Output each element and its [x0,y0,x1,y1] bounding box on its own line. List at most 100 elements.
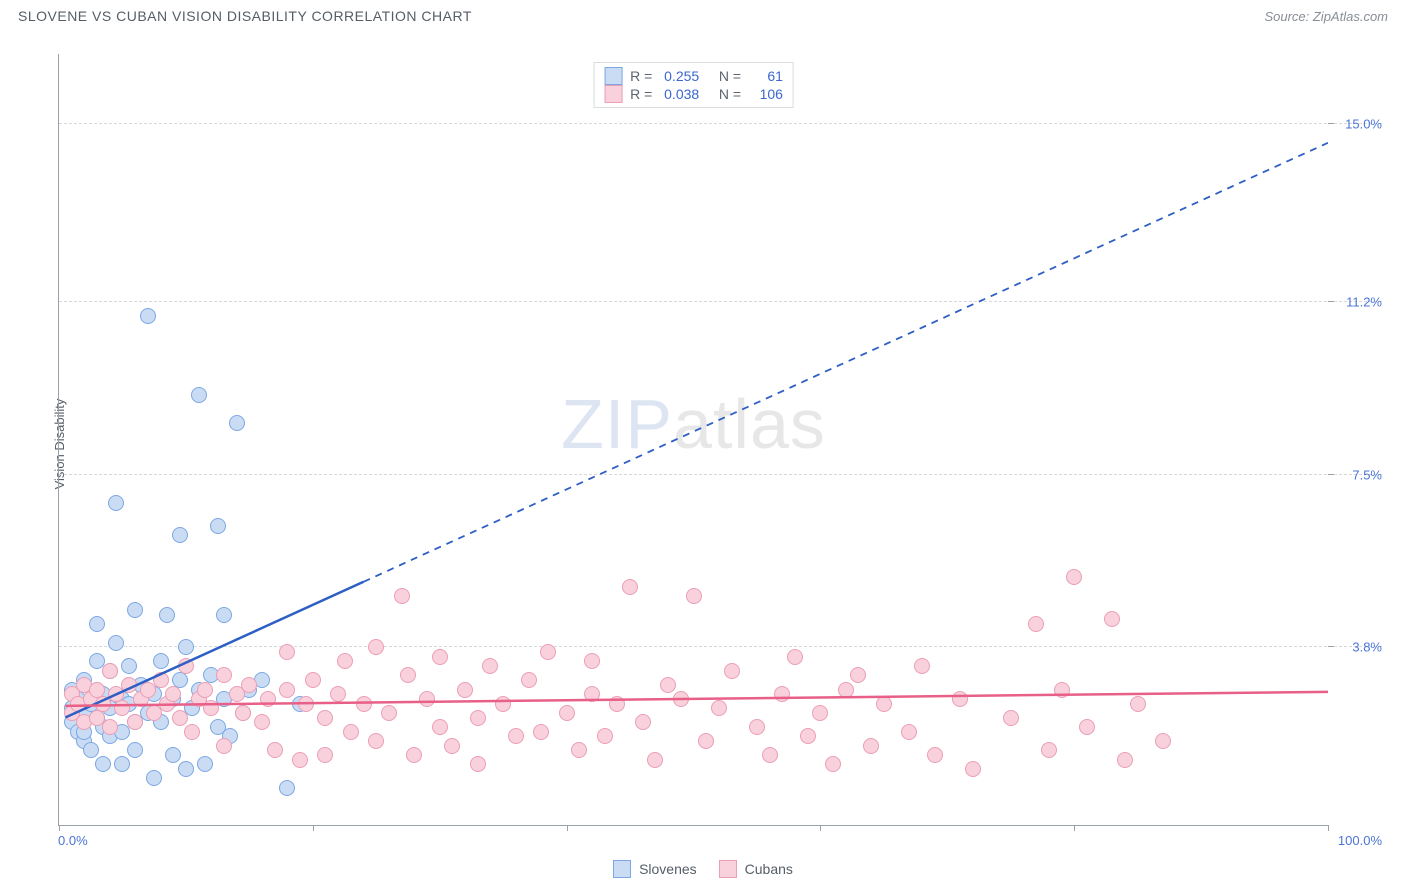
scatter-point-slovenes [153,653,169,669]
scatter-point-slovenes [165,747,181,763]
scatter-point-cubans [279,644,295,660]
x-tick [1074,825,1075,831]
scatter-point-cubans [571,742,587,758]
scatter-point-cubans [356,696,372,712]
legend-swatch-icon [604,85,622,103]
scatter-point-cubans [876,696,892,712]
gridline [59,123,1382,124]
scatter-point-cubans [216,667,232,683]
scatter-point-cubans [197,682,213,698]
scatter-point-cubans [1104,611,1120,627]
legend-r-label: R = [630,68,656,84]
watermark: ZIPatlas [561,384,826,464]
scatter-point-cubans [521,672,537,688]
x-tick [1328,825,1329,831]
series-legend-label: Slovenes [639,861,697,877]
scatter-point-slovenes [159,607,175,623]
chart-header: SLOVENE VS CUBAN VISION DISABILITY CORRE… [0,0,1406,30]
scatter-point-cubans [368,733,384,749]
x-axis-min-label: 0.0% [58,833,88,848]
scatter-point-cubans [298,696,314,712]
scatter-point-cubans [1054,682,1070,698]
scatter-point-cubans [172,710,188,726]
scatter-point-cubans [153,672,169,688]
scatter-point-cubans [686,588,702,604]
scatter-point-slovenes [108,635,124,651]
chart-title: SLOVENE VS CUBAN VISION DISABILITY CORRE… [18,8,472,24]
stats-legend-row-cubans: R = 0.038 N = 106 [604,85,783,103]
scatter-point-slovenes [178,761,194,777]
scatter-point-cubans [260,691,276,707]
series-legend: Slovenes Cubans [0,860,1406,878]
scatter-point-slovenes [127,742,143,758]
scatter-point-cubans [533,724,549,740]
scatter-point-cubans [337,653,353,669]
scatter-point-cubans [914,658,930,674]
scatter-point-cubans [1066,569,1082,585]
plot-region: ZIPatlas R = 0.255 N = 61R = 0.038 N = 1… [58,54,1328,826]
scatter-point-cubans [394,588,410,604]
scatter-point-cubans [812,705,828,721]
scatter-point-cubans [1155,733,1171,749]
scatter-point-cubans [419,691,435,707]
scatter-point-cubans [444,738,460,754]
scatter-point-slovenes [95,756,111,772]
legend-r-value: 0.255 [664,68,699,84]
series-legend-label: Cubans [745,861,793,877]
scatter-point-slovenes [140,308,156,324]
scatter-point-cubans [622,579,638,595]
scatter-point-cubans [711,700,727,716]
series-legend-item-slovenes: Slovenes [613,860,697,878]
scatter-point-cubans [279,682,295,698]
scatter-point-cubans [495,696,511,712]
scatter-point-cubans [102,719,118,735]
y-tick [1328,474,1334,475]
scatter-point-cubans [508,728,524,744]
watermark-zip: ZIP [561,385,673,463]
x-tick [567,825,568,831]
scatter-point-cubans [482,658,498,674]
legend-swatch-icon [613,860,631,878]
scatter-point-cubans [850,667,866,683]
scatter-point-cubans [317,710,333,726]
scatter-point-cubans [540,644,556,660]
scatter-point-cubans [774,686,790,702]
scatter-point-cubans [901,724,917,740]
scatter-point-cubans [203,700,219,716]
scatter-point-cubans [597,728,613,744]
x-tick [313,825,314,831]
x-axis-max-label: 100.0% [1338,833,1382,848]
y-tick-label: 3.8% [1332,640,1382,655]
scatter-point-cubans [102,663,118,679]
scatter-point-slovenes [108,495,124,511]
scatter-point-cubans [952,691,968,707]
scatter-point-cubans [787,649,803,665]
scatter-point-cubans [400,667,416,683]
scatter-point-slovenes [172,527,188,543]
scatter-point-cubans [762,747,778,763]
scatter-point-cubans [432,649,448,665]
scatter-point-cubans [267,742,283,758]
legend-n-label: N = [707,68,745,84]
scatter-point-slovenes [229,415,245,431]
scatter-point-slovenes [89,616,105,632]
scatter-point-cubans [1079,719,1095,735]
scatter-point-cubans [184,724,200,740]
scatter-point-cubans [317,747,333,763]
y-tick-label: 11.2% [1332,294,1382,309]
scatter-point-slovenes [146,770,162,786]
scatter-point-cubans [457,682,473,698]
scatter-point-cubans [660,677,676,693]
y-tick-label: 7.5% [1332,467,1382,482]
scatter-point-cubans [927,747,943,763]
scatter-point-cubans [863,738,879,754]
y-tick [1328,301,1334,302]
scatter-point-cubans [368,639,384,655]
scatter-point-cubans [698,733,714,749]
scatter-point-cubans [673,691,689,707]
scatter-point-cubans [749,719,765,735]
scatter-point-cubans [235,705,251,721]
legend-r-label: R = [630,86,656,102]
scatter-point-slovenes [197,756,213,772]
source-credit: Source: ZipAtlas.com [1264,9,1388,24]
